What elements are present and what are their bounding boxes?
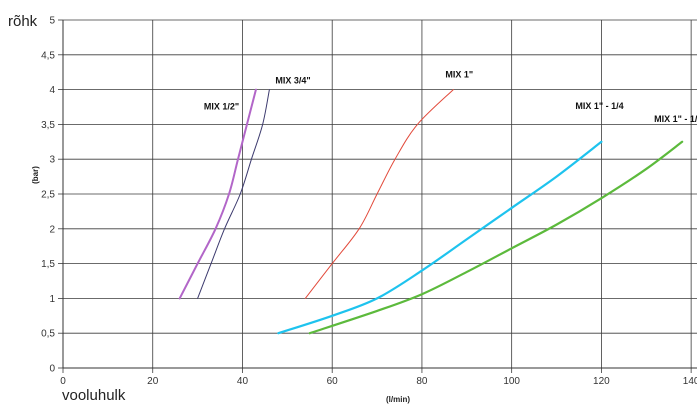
series-line-5 bbox=[308, 140, 684, 335]
x-tick-label: 120 bbox=[593, 376, 610, 387]
y-tick-label: 0,5 bbox=[41, 329, 55, 340]
x-tick-label: 80 bbox=[416, 376, 428, 387]
series-label-4: MIX 1" - 1/4 bbox=[575, 101, 623, 111]
series-label-2: MIX 3/4" bbox=[275, 76, 310, 86]
y-tick-label: 3 bbox=[49, 155, 55, 166]
x-axis-unit: (l/min) bbox=[386, 395, 410, 404]
x-tick-label: 40 bbox=[237, 376, 249, 387]
axes bbox=[58, 19, 697, 373]
x-tick-labels: 0 20 40 60 80 100 120 140 bbox=[60, 376, 697, 387]
series-line-1 bbox=[178, 88, 257, 300]
y-tick-label: 1,5 bbox=[41, 259, 55, 270]
series-line-2 bbox=[197, 89, 270, 299]
y-axis-unit: (bar) bbox=[31, 166, 40, 184]
y-tick-label: 2,5 bbox=[41, 190, 55, 201]
x-tick-label: 60 bbox=[327, 376, 339, 387]
series-label-3: MIX 1" bbox=[445, 70, 473, 80]
series-label-5: MIX 1" - 1/2 bbox=[654, 114, 697, 124]
y-tick-label: 4,5 bbox=[41, 50, 55, 61]
x-tick-label: 100 bbox=[503, 376, 520, 387]
series-line-3 bbox=[304, 89, 454, 299]
x-tick-label: 20 bbox=[147, 376, 159, 387]
x-axis-label: vooluhulk bbox=[62, 387, 126, 404]
y-tick-labels: 0 0,5 1 1,5 2 2,5 3 3,5 4 4,5 5 bbox=[41, 16, 55, 375]
y-tick-label: 2 bbox=[49, 224, 55, 235]
y-tick-label: 5 bbox=[49, 16, 55, 27]
y-tick-label: 4 bbox=[49, 85, 55, 96]
x-tick-label: 0 bbox=[60, 376, 66, 387]
series-labels: MIX 1/2" MIX 3/4" MIX 1" MIX 1" - 1/4 MIX 1"… bbox=[204, 70, 697, 124]
grid-lines bbox=[62, 19, 697, 369]
y-tick-label: 1 bbox=[49, 294, 55, 305]
series-line-4 bbox=[277, 140, 603, 335]
x-tick-label: 140 bbox=[683, 376, 697, 387]
y-tick-label: 0 bbox=[49, 364, 55, 375]
series-label-1: MIX 1/2" bbox=[204, 102, 239, 112]
y-axis-label: rõhk bbox=[8, 13, 38, 30]
series-lines bbox=[178, 88, 684, 335]
y-tick-label: 3,5 bbox=[41, 120, 55, 131]
